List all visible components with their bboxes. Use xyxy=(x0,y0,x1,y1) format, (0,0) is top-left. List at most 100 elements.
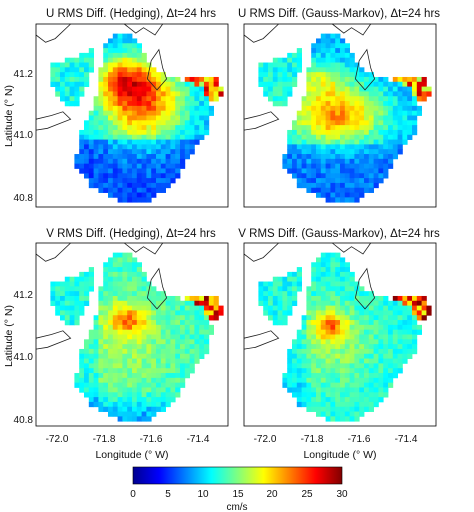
heatmap-cell xyxy=(160,178,166,184)
heatmap-cell xyxy=(349,57,355,63)
heatmap-cell xyxy=(170,324,176,331)
heatmap-cell xyxy=(98,348,104,355)
heatmap-cell xyxy=(368,295,374,302)
heatmap-cell xyxy=(320,295,326,302)
heatmap-cell xyxy=(364,178,370,184)
heatmap-cell xyxy=(98,329,104,335)
heatmap-cell xyxy=(146,348,152,355)
heatmap-cell xyxy=(320,397,326,403)
heatmap-cell xyxy=(364,392,370,398)
heatmap-cell xyxy=(296,358,302,364)
heatmap-cell xyxy=(122,286,128,292)
heatmap-cell xyxy=(132,91,138,97)
heatmap-cell xyxy=(160,305,166,311)
heatmap-cell xyxy=(412,81,418,88)
heatmap-cell xyxy=(184,91,190,97)
heatmap-cell xyxy=(204,320,210,326)
heatmap-cell xyxy=(136,276,142,282)
heatmap-cell xyxy=(146,416,152,422)
heatmap-cell xyxy=(132,178,138,184)
heatmap-cell xyxy=(122,163,128,169)
heatmap-cell xyxy=(316,339,322,345)
heatmap-cell xyxy=(88,373,94,379)
heatmap-cell xyxy=(335,72,341,78)
heatmap-cell xyxy=(392,320,398,326)
heatmap-cell xyxy=(84,276,90,282)
heatmap-cell xyxy=(416,324,422,331)
heatmap-cell xyxy=(204,96,210,102)
heatmap-cell xyxy=(320,139,326,145)
heatmap-cell xyxy=(156,363,162,369)
heatmap-cell xyxy=(335,144,341,150)
heatmap-cell xyxy=(117,120,123,126)
heatmap-cell xyxy=(368,187,374,193)
heatmap-cell xyxy=(330,387,336,393)
heatmap-cell xyxy=(88,358,94,364)
heatmap-cell xyxy=(136,110,142,116)
heatmap-cell xyxy=(151,81,157,88)
heatmap-cell xyxy=(335,387,341,393)
heatmap-cell xyxy=(354,363,360,369)
heatmap-cell xyxy=(112,315,118,321)
heatmap-cell xyxy=(402,125,408,131)
heatmap-cell xyxy=(184,110,190,116)
heatmap-cell xyxy=(165,168,171,174)
heatmap-cell xyxy=(292,281,298,287)
heatmap-cell xyxy=(349,168,355,174)
heatmap-cell xyxy=(127,38,133,44)
heatmap-cell xyxy=(141,382,147,388)
heatmap-cell xyxy=(340,320,346,326)
heatmap-cell xyxy=(175,173,181,179)
heatmap-cell xyxy=(175,110,181,116)
heatmap-cell xyxy=(368,134,374,140)
heatmap-cell xyxy=(344,334,350,340)
heatmap-cell xyxy=(160,72,166,78)
heatmap-cell xyxy=(397,353,403,359)
heatmap-cell xyxy=(122,134,128,140)
heatmap-cell xyxy=(165,315,171,321)
heatmap-cell xyxy=(146,62,152,68)
x-tick-label: -71.8 xyxy=(93,434,116,445)
heatmap-cell xyxy=(344,168,350,174)
heatmap-cell xyxy=(311,163,317,169)
heatmap-cell xyxy=(108,387,114,393)
heatmap-cell xyxy=(141,178,147,184)
heatmap-cell xyxy=(189,348,195,355)
heatmap-cell xyxy=(184,339,190,345)
heatmap-cell xyxy=(84,62,90,68)
heatmap-cell xyxy=(325,397,331,403)
heatmap-cell xyxy=(340,134,346,140)
heatmap-cell xyxy=(392,129,398,136)
heatmap-cell xyxy=(79,163,85,169)
heatmap-cell xyxy=(412,324,418,331)
heatmap-cell xyxy=(199,115,205,121)
heatmap-cell xyxy=(421,86,427,92)
heatmap-cell xyxy=(117,149,123,155)
heatmap-cell xyxy=(311,329,317,335)
heatmap-cell xyxy=(311,353,317,359)
heatmap-cell xyxy=(204,344,210,350)
heatmap-cell xyxy=(316,105,322,112)
heatmap-cell xyxy=(311,57,317,63)
coastline-segment xyxy=(124,242,164,255)
heatmap-cell xyxy=(383,344,389,350)
heatmap-cell xyxy=(320,105,326,112)
heatmap-cell xyxy=(93,158,99,165)
heatmap-cell xyxy=(50,286,56,292)
heatmap-cell xyxy=(127,344,133,350)
heatmap-cell xyxy=(316,154,322,160)
heatmap-cell xyxy=(103,154,109,160)
heatmap-cell xyxy=(402,110,408,116)
heatmap-cell xyxy=(325,168,331,174)
heatmap-cell xyxy=(320,382,326,388)
heatmap-cell xyxy=(79,373,85,379)
heatmap-cell xyxy=(378,382,384,388)
heatmap-cell xyxy=(335,52,341,59)
heatmap-cell xyxy=(98,139,104,145)
heatmap-cell xyxy=(397,344,403,350)
heatmap-cell xyxy=(93,348,99,355)
heatmap-cell xyxy=(156,105,162,112)
heatmap-cell xyxy=(325,187,331,193)
heatmap-cell xyxy=(132,377,138,384)
heatmap-cell xyxy=(349,192,355,198)
